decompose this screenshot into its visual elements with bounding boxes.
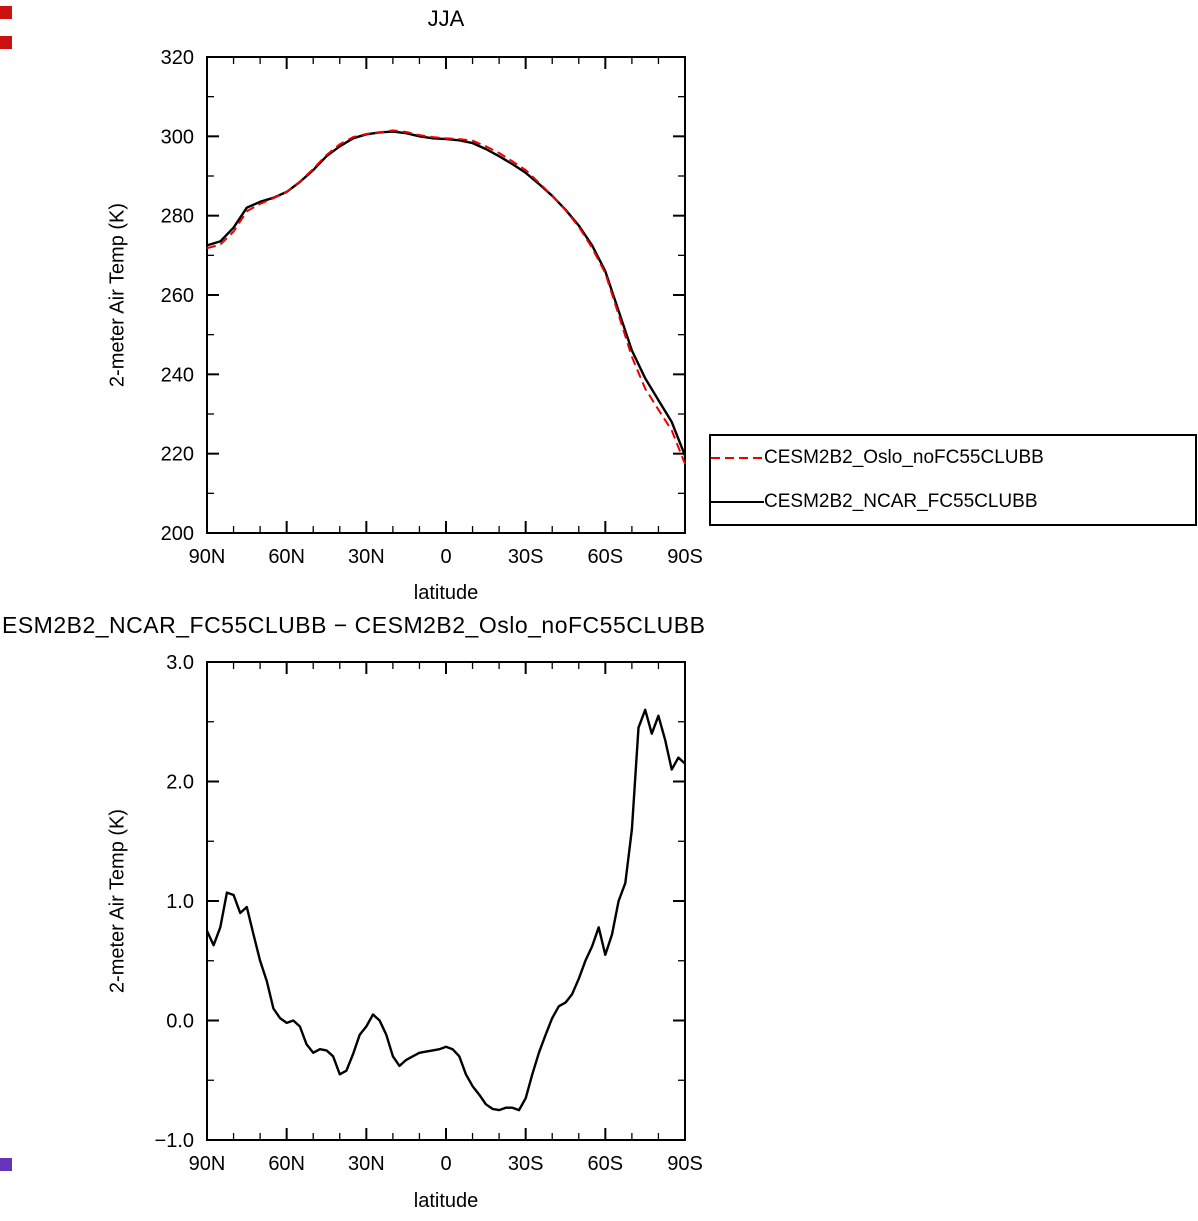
edge-artifact-purple-square xyxy=(0,1158,12,1171)
axes-frame xyxy=(206,661,686,1141)
y-tick-label: 2.0 xyxy=(166,772,194,794)
x-tick-label: 60S xyxy=(588,546,624,568)
x-tick-label: 60S xyxy=(588,1153,624,1175)
red-dashed-line-sample-icon xyxy=(711,457,764,459)
legend-entry-ncar: CESM2B2_NCAR_FC55CLUBB xyxy=(711,480,1195,524)
x-tick-label: 60N xyxy=(268,1153,305,1175)
legend-label-ncar: CESM2B2_NCAR_FC55CLUBB xyxy=(764,491,1038,512)
x-tick-label: 30S xyxy=(508,546,544,568)
edge-artifact-red-square-1 xyxy=(0,6,12,19)
top-chart-xlabel: latitude xyxy=(413,582,479,604)
x-tick-label: 90N xyxy=(189,1153,226,1175)
legend-entry-oslo: CESM2B2_Oslo_noFC55CLUBB xyxy=(711,436,1195,480)
y-tick-label: 260 xyxy=(161,285,194,307)
top-chart-title: JJA xyxy=(427,6,465,31)
x-tick-label: 30N xyxy=(348,1153,385,1175)
x-tick-label: 30S xyxy=(508,1153,544,1175)
legend-label-oslo: CESM2B2_Oslo_noFC55CLUBB xyxy=(764,447,1044,468)
y-tick-label: 220 xyxy=(161,444,194,466)
x-tick-label: 90S xyxy=(667,546,703,568)
bottom-chart-ylabel: 2-meter Air Temp (K) xyxy=(106,808,129,994)
x-tick-label: 0 xyxy=(440,546,451,568)
bottom-chart-xlabel: latitude xyxy=(413,1190,479,1212)
plot-top: 90N 60N 30N 0 30S 60S 90S 200 220 240 260 280 300 320 xyxy=(161,47,703,568)
series-line-0 xyxy=(205,708,686,1112)
x-tick-label: 60N xyxy=(268,546,305,568)
y-tick-label: 0.0 xyxy=(166,1011,194,1033)
edge-artifact-red-square-2 xyxy=(0,36,12,49)
y-tick-label: 240 xyxy=(161,364,194,386)
x-tick-label: 30N xyxy=(348,546,385,568)
y-tick-label: 3.0 xyxy=(166,652,194,674)
series-line-0 xyxy=(206,129,686,465)
y-tick-label: −1.0 xyxy=(155,1130,194,1152)
bottom-chart-title: ESM2B2_NCAR_FC55CLUBB − CESM2B2_Oslo_noF… xyxy=(2,612,706,638)
y-tick-label: 1.0 xyxy=(166,891,194,913)
series-line-1 xyxy=(206,130,687,457)
legend-box: CESM2B2_Oslo_noFC55CLUBB CESM2B2_NCAR_FC… xyxy=(709,434,1197,526)
x-tick-label: 0 xyxy=(440,1153,451,1175)
y-tick-label: 200 xyxy=(161,523,194,545)
y-tick-label: 300 xyxy=(161,126,194,148)
plot-bottom: 90N 60N 30N 0 30S 60S 90S −1.0 0.0 1.0 2.0 3.0 xyxy=(155,652,703,1175)
black-solid-line-sample-icon xyxy=(711,501,764,503)
top-chart-ylabel: 2-meter Air Temp (K) xyxy=(106,202,129,388)
x-tick-label: 90N xyxy=(189,546,226,568)
x-tick-label: 90S xyxy=(667,1153,703,1175)
y-tick-label: 280 xyxy=(161,206,194,228)
y-tick-label: 320 xyxy=(161,47,194,69)
